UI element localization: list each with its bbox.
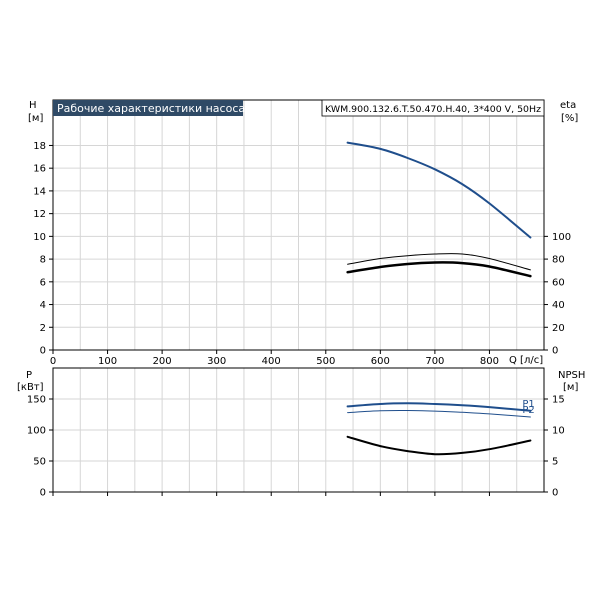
top-left-axis-label: H (29, 100, 37, 111)
bottom-left-tick-label: 100 (27, 426, 46, 437)
x-tick-label: 700 (425, 356, 444, 367)
x-tick-label: 400 (262, 356, 281, 367)
series-line-eta-upper (347, 253, 531, 271)
top-right-tick-label: 20 (552, 323, 565, 334)
model-label: KWM.900.132.6.T.50.470.H.40, 3*400 V, 50… (325, 105, 541, 115)
top-left-tick-label: 8 (40, 255, 46, 266)
top-right-axis-label: eta (560, 100, 576, 111)
x-tick-label: 800 (480, 356, 499, 367)
series-line-p1 (346, 402, 532, 412)
x-tick-label: 300 (207, 356, 226, 367)
series-label-p1: P1 (522, 399, 534, 410)
top-left-axis-unit: [м] (28, 113, 43, 124)
x-axis-label: Q [л/с] (509, 355, 543, 366)
bottom-right-axis-label: NPSH (558, 370, 585, 381)
x-tick-label: 0 (50, 356, 56, 367)
top-grid (53, 100, 544, 350)
top-left-tick-label: 12 (33, 209, 46, 220)
top-right-tick-label: 60 (552, 277, 565, 288)
top-right-tick-label: 100 (552, 232, 571, 243)
series-line-eta-lower (346, 261, 532, 278)
top-left-tick-label: 18 (33, 141, 46, 152)
bottom-left-tick-label: 50 (33, 457, 46, 468)
x-tick-label: 600 (371, 356, 390, 367)
title-box (53, 100, 243, 116)
top-left-tick-label: 10 (33, 232, 46, 243)
bottom-grid (53, 368, 544, 492)
top-left-tick-label: 2 (40, 323, 46, 334)
model-box (321, 99, 545, 117)
series-line-npsh (346, 435, 532, 456)
bottom-left-tick-label: 150 (27, 395, 46, 406)
top-left-tick-label: 14 (33, 186, 46, 197)
bottom-left-axis-unit: [кВт] (17, 382, 44, 393)
top-right-tick-label: 40 (552, 300, 565, 311)
chart-title: Рабочие характеристики насоса (57, 102, 245, 115)
top-left-tick-label: 4 (40, 300, 46, 311)
bottom-right-axis-unit: [м] (563, 382, 578, 393)
bottom-right-tick-label: 10 (552, 426, 565, 437)
x-tick-label: 200 (153, 356, 172, 367)
top-left-tick-label: 6 (40, 277, 46, 288)
bottom-left-tick-label: 0 (40, 488, 46, 499)
bottom-right-tick-label: 5 (552, 457, 558, 468)
bottom-right-tick-label: 15 (552, 395, 565, 406)
top-right-axis-unit: [%] (561, 113, 578, 124)
top-left-tick-label: 0 (40, 346, 46, 357)
series-line-h (346, 141, 532, 239)
top-right-tick-label: 80 (552, 255, 565, 266)
top-plot-frame (52, 99, 545, 351)
top-left-tick-label: 16 (33, 164, 46, 175)
top-right-tick-label: 0 (552, 346, 558, 357)
series-line-p2 (347, 409, 531, 418)
bottom-right-tick-label: 0 (552, 488, 558, 499)
series-label-p2: P2 (522, 405, 534, 416)
x-tick-label: 100 (98, 356, 117, 367)
x-tick-label: 500 (316, 356, 335, 367)
bottom-left-axis-label: P (26, 370, 32, 381)
